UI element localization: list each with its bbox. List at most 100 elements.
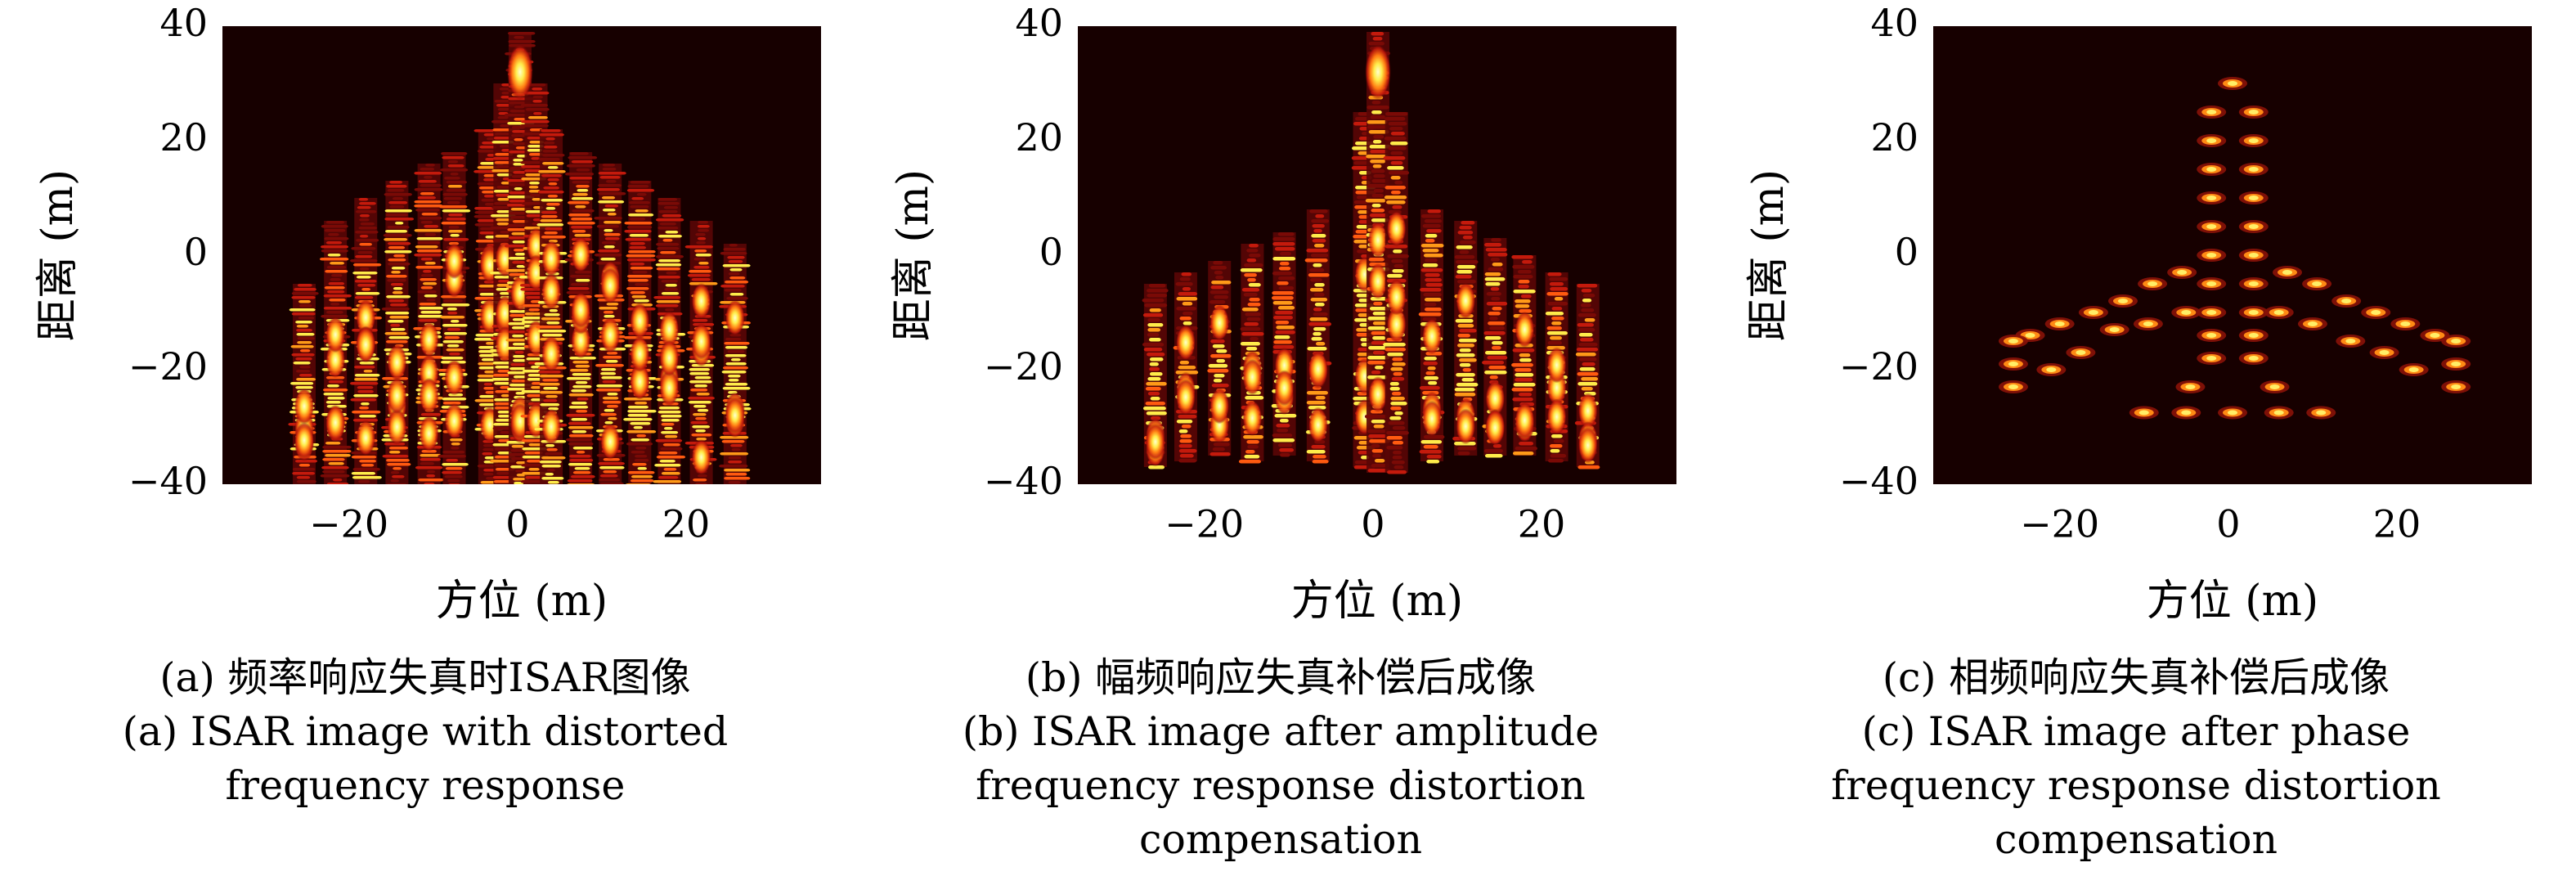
scatterer-point: [2171, 306, 2201, 319]
scatterer-point: [2238, 134, 2269, 147]
y-tick-label: −20: [984, 344, 1063, 389]
scatterer-point: [2238, 352, 2269, 365]
y-tick-label: −40: [1839, 459, 1919, 503]
scatterer-point: [2361, 306, 2391, 319]
y-tick-label: 0: [1039, 230, 1063, 274]
scatterer-point: [2107, 294, 2138, 308]
scatterer-point: [2175, 380, 2206, 393]
scatterer-point: [2331, 294, 2362, 308]
plot-c: 40 20 0 −20 −40 −20 0 20 距离 (m) 方位 (m): [1744, 1, 2532, 626]
y-axis-label: 距离 (m): [1744, 169, 1793, 341]
bright-spot: [506, 44, 533, 100]
scatterer-point: [2197, 306, 2227, 319]
scatterer-point: [2297, 317, 2327, 330]
heatmap-layer: [288, 32, 752, 484]
scatterer-column: [1418, 209, 1445, 464]
scatterer-column: [1383, 112, 1410, 474]
scatterer-point: [2197, 191, 2227, 204]
x-axis-label: 方位 (m): [1291, 577, 1463, 626]
scatterer-point: [1998, 335, 2028, 348]
x-tick-label: 20: [662, 501, 711, 546]
caption-en-line: compensation: [1138, 816, 1423, 863]
x-tick-label: −20: [2020, 501, 2099, 546]
x-tick-label: 20: [1518, 501, 1566, 546]
scatterer-point: [2390, 317, 2421, 330]
caption: (b) 幅频响应失真补偿后成像 (b) ISAR image after amp…: [954, 651, 1608, 867]
caption-cn: (c) 相频响应失真补偿后成像: [1882, 654, 2390, 701]
y-tick-label: −40: [984, 459, 1063, 503]
caption-en-line: frequency response: [225, 762, 626, 809]
scatterer-point: [2078, 306, 2108, 319]
scatterer-column: [534, 129, 568, 484]
scatterer-point: [2218, 77, 2247, 90]
scatterer-point: [2441, 380, 2471, 393]
scatterer-column: [413, 164, 446, 484]
scatterer-point: [2273, 266, 2303, 279]
scatterer-point: [2238, 329, 2269, 342]
scatterer-point: [2167, 266, 2197, 279]
scatterer-point: [2197, 163, 2227, 176]
x-ticks: −20 0 20: [1165, 501, 1565, 546]
caption-cn: (a) 频率响应失真时ISAR图像: [159, 654, 691, 701]
caption-en-line: (c) ISAR image after phase: [1861, 708, 2411, 755]
y-axis-label: 距离 (m): [889, 169, 938, 341]
y-tick-label: 20: [159, 115, 208, 159]
y-tick-label: 20: [1870, 115, 1919, 159]
scatterer-point: [2264, 406, 2294, 420]
scatterer-point: [2238, 191, 2269, 204]
scatterer-point: [2238, 306, 2269, 319]
scatterer-point: [2099, 323, 2129, 336]
scatterer-column: [1304, 209, 1332, 464]
scatterer-column: [564, 152, 598, 484]
scatterer-point: [1998, 380, 2028, 393]
scatterer-point: [2336, 335, 2366, 348]
panel-a: 40 20 0 −20 −40 −20 0 20 距离 (m) 方位 (m) (a) 频率响…: [0, 0, 859, 876]
scatterer-column: [1271, 232, 1297, 457]
y-tick-label: 0: [184, 230, 208, 274]
scatterer-point: [2197, 249, 2227, 262]
y-tick-label: 20: [1015, 115, 1063, 159]
caption-cn: (b) 幅频响应失真补偿后成像: [1025, 654, 1537, 701]
scatterer-column: [381, 181, 415, 484]
y-tick-label: −40: [128, 459, 208, 503]
scatterer-point: [2197, 277, 2227, 290]
x-ticks: −20 0 20: [309, 501, 710, 546]
scatterer-column: [684, 221, 718, 484]
scatterer-column: [623, 181, 657, 484]
panel-b: 40 20 0 −20 −40 −20 0 20 距离 (m) 方位 (m) (b) 幅频响…: [855, 0, 1714, 876]
scatterer-column: [349, 198, 382, 484]
scatterer-point: [2044, 317, 2075, 330]
scatterer-point: [2264, 306, 2294, 319]
x-tick-label: 0: [1361, 501, 1384, 546]
y-tick-label: 40: [159, 1, 208, 45]
caption-en-line: compensation: [1994, 816, 2278, 863]
scatterer-column: [1238, 244, 1264, 464]
y-ticks: 40 20 0 −20 −40: [984, 1, 1063, 503]
heatmap-layer: [1142, 32, 1600, 474]
scatterer-column: [288, 284, 320, 484]
y-tick-label: −20: [128, 344, 208, 389]
scatterer-column: [1482, 238, 1508, 458]
scatterer-column: [1511, 255, 1538, 456]
x-tick-label: −20: [1165, 501, 1244, 546]
scatterer-point: [2036, 363, 2067, 376]
scatterer-column: [438, 152, 471, 484]
scatterer-point: [2420, 329, 2450, 342]
scatterer-column: [320, 221, 352, 484]
scatterer-point: [2133, 317, 2163, 330]
scatterer-point: [2238, 220, 2269, 233]
heatmap-layer: [1998, 77, 2471, 420]
scatterer-column: [1173, 272, 1200, 463]
x-tick-label: −20: [309, 501, 388, 546]
scatterer-point: [2306, 406, 2336, 420]
scatterer-column: [1207, 261, 1232, 456]
scatterer-point: [2197, 329, 2227, 342]
scatterer-point: [2441, 335, 2471, 348]
scatterer-point: [1998, 357, 2028, 371]
scatterer-column: [1452, 221, 1479, 456]
x-tick-label: 20: [2373, 501, 2421, 546]
caption-en-line: (b) ISAR image after amplitude: [962, 708, 1600, 755]
y-ticks: 40 20 0 −20 −40: [1839, 1, 1919, 503]
scatterer-column: [653, 198, 686, 484]
plot-a: 40 20 0 −20 −40 −20 0 20 距离 (m) 方位 (m): [34, 1, 821, 626]
